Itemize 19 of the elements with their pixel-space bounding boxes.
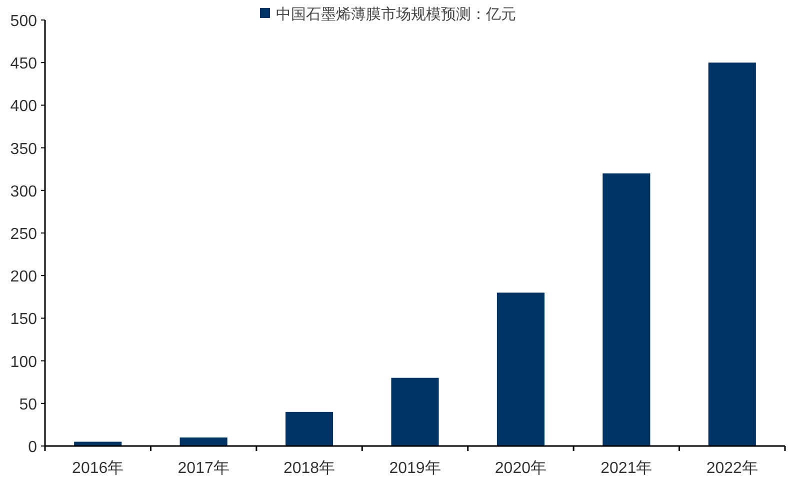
y-tick-label: 0 xyxy=(28,439,38,456)
y-tick-label: 350 xyxy=(10,140,38,158)
y-tick-label: 200 xyxy=(10,268,38,286)
y-tick-label: 100 xyxy=(10,354,38,371)
legend-label: 中国石墨烯薄膜市场规模预测：亿元 xyxy=(276,5,516,23)
y-tick-label: 50 xyxy=(19,396,38,414)
x-tick-label: 2021年 xyxy=(600,460,652,477)
x-tick-label: 2018年 xyxy=(283,460,336,477)
x-tick-label: 2020年 xyxy=(494,460,547,477)
y-tick-label: 450 xyxy=(10,56,38,73)
x-tick-label: 2016年 xyxy=(72,460,124,477)
x-tick-label: 2019年 xyxy=(389,460,441,477)
y-tick-label: 150 xyxy=(10,311,38,328)
y-tick-label: 500 xyxy=(10,13,38,30)
y-tick-label: 400 xyxy=(10,98,38,116)
x-tick-label: 2017年 xyxy=(178,460,230,477)
x-tick-label: 2022年 xyxy=(706,460,758,477)
y-tick-label: 250 xyxy=(10,226,38,243)
y-tick-label: 300 xyxy=(10,183,38,200)
